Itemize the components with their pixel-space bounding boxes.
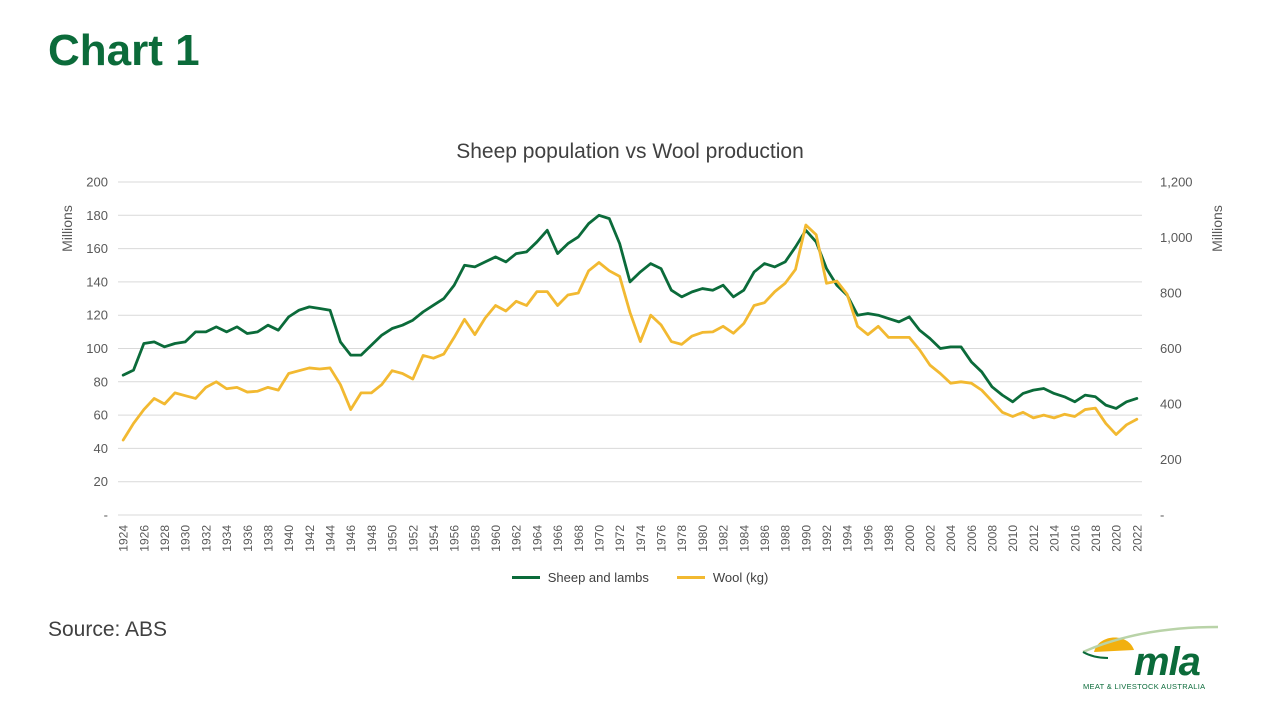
x-tick-label: 1936 (241, 525, 255, 552)
x-tick-label: 1924 (117, 525, 131, 552)
source-note: Source: ABS (48, 618, 168, 641)
x-tick-label: 1926 (137, 525, 151, 552)
x-tick-label: 2016 (1068, 525, 1082, 552)
legend-item-sheep-and-lambs: Sheep and lambs (511, 570, 649, 585)
x-tick-label: 1972 (613, 525, 627, 552)
y-right-tick-label: - (1160, 508, 1164, 523)
logo-tagline: MEAT & LIVESTOCK AUSTRALIA (1083, 682, 1206, 691)
x-tick-label: 2004 (944, 525, 958, 552)
x-tick-label: 2014 (1048, 525, 1062, 552)
x-tick-label: 2018 (1089, 525, 1103, 552)
legend-label: Sheep and lambs (547, 570, 649, 585)
x-tick-label: 1938 (261, 525, 275, 552)
chart-legend: Sheep and lambs Wool (kg) (0, 570, 1280, 585)
legend-swatch (676, 576, 705, 579)
x-tick-label: 2022 (1130, 525, 1144, 552)
x-tick-label: 1964 (530, 525, 544, 552)
legend-label: Wool (kg) (712, 570, 769, 585)
x-tick-label: 1986 (758, 525, 772, 552)
y-right-tick-label: 200 (1160, 452, 1182, 467)
x-tick-label: 1996 (861, 525, 875, 552)
y-right-tick-label: 1,200 (1160, 175, 1193, 190)
y-left-tick-label: 20 (94, 474, 108, 489)
slide-title: Chart 1 (48, 26, 200, 75)
y-left-tick-label: 100 (86, 341, 108, 356)
y-left-tick-label: 180 (86, 208, 108, 223)
mla-logo-icon (1082, 625, 1219, 659)
series-line-wool (121, 223, 1139, 442)
x-tick-label: 1978 (675, 525, 689, 552)
x-tick-label: 1954 (427, 525, 441, 552)
x-tick-label: 2000 (903, 525, 917, 552)
y-right-axis-title: Millions (1209, 205, 1225, 252)
x-tick-label: 1988 (779, 525, 793, 552)
x-tick-label: 1934 (220, 525, 234, 552)
legend-item-wool: Wool (kg) (676, 570, 769, 585)
x-tick-label: 1966 (551, 525, 565, 552)
x-tick-label: 1958 (468, 525, 482, 552)
logo-arc-icon (1082, 625, 1219, 654)
chart-title: Sheep population vs Wool production (456, 140, 804, 163)
series-line-sheep-and-lambs (121, 213, 1139, 410)
y-left-tick-label: 120 (86, 308, 108, 323)
x-tick-label: 1994 (841, 525, 855, 552)
x-tick-label: 2010 (1006, 525, 1020, 552)
x-tick-label: 2020 (1110, 525, 1124, 552)
x-tick-label: 1942 (303, 525, 317, 552)
x-tick-label: 1952 (406, 525, 420, 552)
x-tick-label: 1980 (696, 525, 710, 552)
x-tick-label: 1930 (179, 525, 193, 552)
x-tick-label: 1990 (799, 525, 813, 552)
x-tick-label: 1968 (572, 525, 586, 552)
legend-swatch (511, 576, 540, 579)
x-tick-label: 1992 (820, 525, 834, 552)
y-left-tick-label: 40 (94, 441, 108, 456)
logo-swoosh-icon (1082, 651, 1109, 659)
x-tick-label: 1974 (634, 525, 648, 552)
x-tick-label: 1982 (717, 525, 731, 552)
x-tick-label: 1976 (655, 525, 669, 552)
x-tick-label: 1950 (386, 525, 400, 552)
y-right-tick-label: 400 (1160, 397, 1182, 412)
line-chart: Sheep population vs Wool production - 20 40… (59, 140, 1225, 552)
y-right-tick-label: 800 (1160, 286, 1182, 301)
y-left-axis-title: Millions (59, 205, 75, 252)
x-tick-label: 1946 (344, 525, 358, 552)
y-left-tick-label: 80 (94, 374, 108, 389)
x-tick-label: 2006 (965, 525, 979, 552)
x-tick-label: 1932 (199, 525, 213, 552)
y-left-tick-label: 60 (94, 408, 108, 423)
x-tick-label: 1948 (365, 525, 379, 552)
x-tick-label: 1998 (882, 525, 896, 552)
y-right-tick-label: 1,000 (1160, 230, 1193, 245)
y-left-tick-label: 160 (86, 241, 108, 256)
y-left-tick-label: 140 (86, 274, 108, 289)
y-left-tick-label: - (104, 508, 108, 523)
x-tick-label: 1984 (737, 525, 751, 552)
x-tick-label: 1970 (592, 525, 606, 552)
y-left-tick-label: 200 (86, 175, 108, 190)
x-tick-label: 2008 (986, 525, 1000, 552)
y-right-tick-label: 600 (1160, 341, 1182, 356)
x-tick-label: 2012 (1027, 525, 1041, 552)
x-tick-label: 1944 (324, 525, 338, 552)
x-tick-label: 1962 (510, 525, 524, 552)
x-tick-label: 1956 (448, 525, 462, 552)
x-tick-label: 2002 (923, 525, 937, 552)
logo-text: mla (1134, 640, 1201, 684)
x-tick-label: 1928 (158, 525, 172, 552)
x-tick-label: 1940 (282, 525, 296, 552)
x-tick-label: 1960 (489, 525, 503, 552)
logo-sun-icon (1094, 637, 1134, 652)
